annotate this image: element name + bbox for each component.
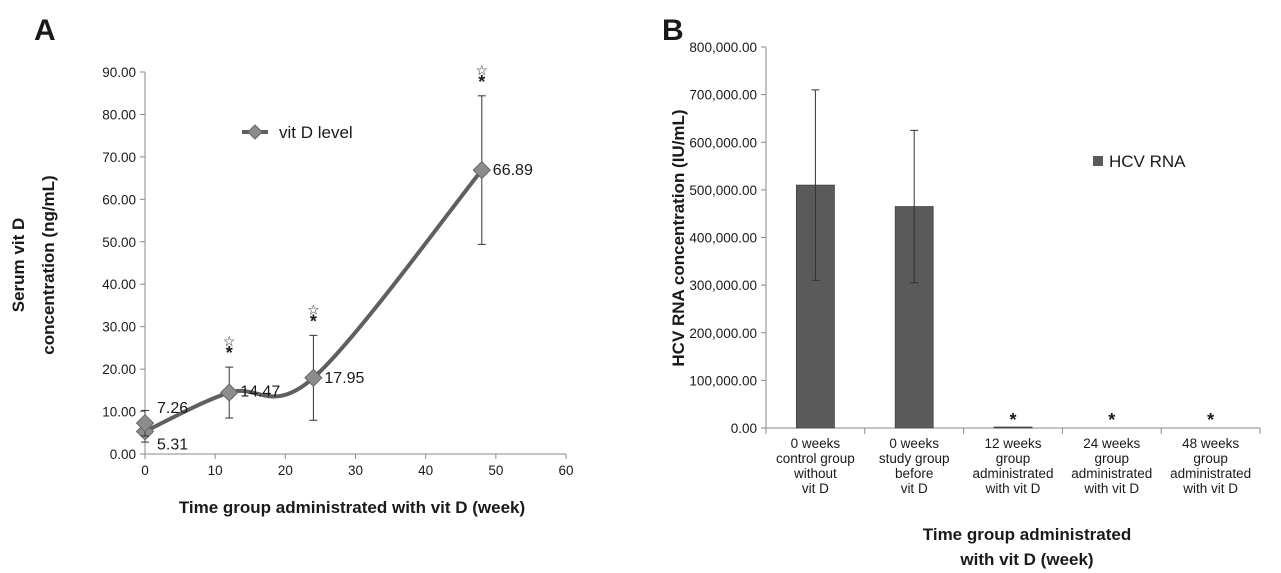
category-label-line: 0 weeks [889,436,939,451]
legend-diamond-marker [247,124,263,140]
y-tick-label: 700,000.00 [689,88,757,103]
y-tick-label: 0.00 [731,421,757,436]
panel-a-y-axis-title: Serum vit D concentration (ng/mL) [9,175,58,354]
category-label-line: without [793,466,837,481]
series-line [143,168,484,434]
data-label: 14.47 [240,384,280,401]
data-point-marker [135,413,155,433]
y-tick-label: 800,000.00 [689,40,757,55]
y-title-line-2: concentration (ng/mL) [39,175,58,354]
y-tick-label: 90.00 [102,65,136,80]
y-tick-label: 10.00 [102,405,136,420]
data-point-marker [304,368,323,388]
y-tick-label: 20.00 [102,362,136,377]
category-label-line: vit D [802,481,829,496]
panel-b: B 0.00 100,000.00 200,000.00 300,000.00 400,… [662,14,1261,569]
significance-open-star: ☆ [476,62,489,78]
data-label: 17.95 [324,370,364,387]
category-label-line: administrated [1071,466,1152,481]
bar [993,426,1033,429]
y-tick-label: 400,000.00 [689,231,757,246]
category-label-line: administrated [1170,466,1251,481]
x-tick-label: 60 [558,463,573,478]
y-tick-label: 30.00 [102,320,136,335]
data-label: 7.26 [157,400,188,417]
panel-b-y-tick-labels: 0.00 100,000.00 200,000.00 300,000.00 400,00… [689,40,757,436]
x-tick-label: 0 [141,463,149,478]
significance-asterisk: * [226,343,233,363]
category-label-line: before [895,466,933,481]
significance-asterisk: * [310,311,317,331]
x-tick-label: 30 [348,463,363,478]
legend-label: vit D level [279,123,353,142]
y-tick-label: 80.00 [102,107,136,122]
panel-a-letter: A [34,14,56,47]
significance-asterisk: * [1108,410,1115,430]
panel-b-legend: HCV RNA [1093,152,1186,171]
data-point-marker [220,383,239,402]
category-label-line: control group [776,451,855,466]
panel-b-x-axis-title-line-1: Time group administrated [923,525,1131,544]
x-tick-label: 40 [418,463,433,478]
panel-b-bars: * * * [796,89,1214,430]
category-label-line: group [996,451,1031,466]
y-tick-label: 300,000.00 [689,278,757,293]
panel-b-y-axis-title: HCV RNA concentration (IU/mL) [669,109,688,366]
x-tick-label: 20 [278,463,293,478]
significance-asterisk: * [1009,410,1016,430]
y-tick-label: 60.00 [102,192,136,207]
significance-open-star: ☆ [223,333,236,349]
category-label-line: 48 weeks [1182,436,1239,451]
y-tick-label: 70.00 [102,150,136,165]
category-label-line: administrated [972,466,1053,481]
y-title-line-1: Serum vit D [9,218,28,312]
y-tick-label: 500,000.00 [689,183,757,198]
significance-open-star: ☆ [307,301,320,317]
significance-asterisk: * [478,72,485,92]
y-tick-label: 0.00 [110,447,136,462]
category-label-line: with vit D [1182,481,1238,496]
panel-a-x-axis-title: Time group administrated with vit D (wee… [179,498,525,517]
panel-a-legend: vit D level [242,123,353,142]
panel-b-x-axis-title-line-2: with vit D (week) [959,550,1093,569]
panel-a-x-tick-labels: 0 10 20 30 40 50 60 [141,463,573,478]
legend-bar-swatch [1093,156,1103,166]
y-tick-label: 40.00 [102,277,136,292]
data-label: 5.31 [157,436,188,453]
category-label-line: with vit D [985,481,1041,496]
y-tick-label: 600,000.00 [689,135,757,150]
significance-asterisk: * [1207,410,1214,430]
legend-label: HCV RNA [1109,152,1186,171]
category-label-line: with vit D [1083,481,1139,496]
category-label-line: 12 weeks [984,436,1041,451]
category-label-line: study group [879,451,950,466]
data-point-marker [472,160,491,180]
category-label-line: 0 weeks [791,436,841,451]
panel-a-y-tick-labels: 0.00 10.00 20.00 30.00 40.00 50.00 60.00 70.00 8… [102,65,136,462]
category-label-line: 24 weeks [1083,436,1140,451]
panel-a-axes [140,71,567,459]
x-tick-label: 50 [488,463,503,478]
y-tick-label: 200,000.00 [689,326,757,341]
x-tick-label: 10 [208,463,223,478]
panel-b-axes [761,46,1261,434]
category-label-line: group [1193,451,1228,466]
category-label-line: group [1095,451,1130,466]
data-label: 66.89 [493,162,533,179]
category-label-line: vit D [901,481,928,496]
panel-b-letter: B [662,14,684,47]
y-tick-label: 50.00 [102,235,136,250]
panel-a: A 0.00 10.00 20.00 30.00 40.00 50.00 60.00 70.0… [9,14,574,517]
y-tick-label: 100,000.00 [689,373,757,388]
